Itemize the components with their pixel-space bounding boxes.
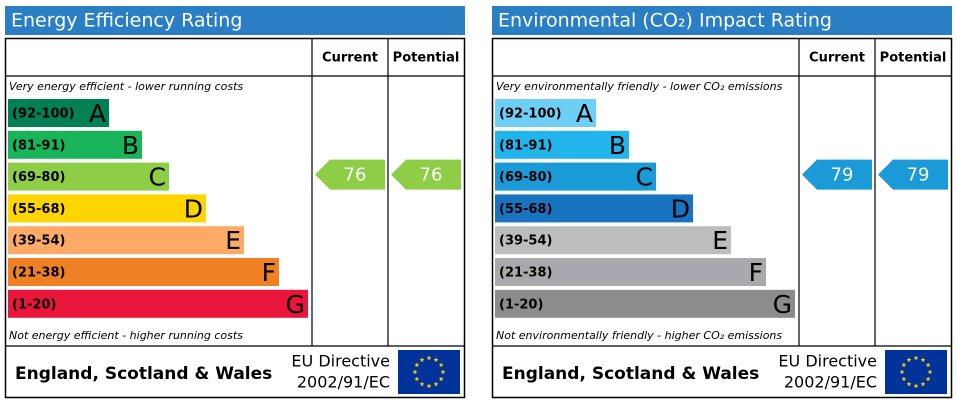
rating-band	[8, 194, 206, 223]
rating-value: 79	[831, 165, 854, 186]
eu-star	[419, 357, 425, 362]
title-bar	[492, 6, 952, 35]
bottom-note: Not environmentally friendly - higher CO…	[496, 329, 782, 342]
rating-band	[495, 194, 693, 223]
eu-star	[913, 383, 919, 389]
directive: EU Directive	[778, 352, 877, 371]
eu-star	[419, 381, 425, 387]
region: England, Scotland & Wales	[15, 364, 272, 384]
eu-star	[920, 381, 926, 387]
eu-star	[901, 362, 907, 368]
eu-star	[426, 383, 432, 389]
directive: 2002/91/EC	[784, 373, 877, 392]
column-header: Current	[322, 51, 378, 66]
band-range: (69-80)	[499, 170, 552, 185]
title-bar	[5, 6, 465, 35]
eu-star	[438, 376, 444, 382]
rating-band	[495, 226, 731, 255]
rating-band	[8, 226, 244, 255]
directive: 2002/91/EC	[297, 373, 390, 392]
rating-band	[8, 130, 142, 159]
eu-star	[920, 357, 926, 362]
panel-frame	[4, 37, 466, 399]
rating-band	[495, 258, 766, 286]
band-letter: D	[184, 194, 203, 223]
band-letter: B	[122, 131, 139, 160]
top-note: Very environmentally friendly - lower CO…	[496, 80, 783, 93]
bottom-note: Not energy efficient - higher running co…	[9, 329, 243, 342]
rating-arrow	[878, 159, 948, 190]
band-letter: A	[89, 99, 106, 128]
rating-band	[495, 162, 656, 191]
band-range: (1-20)	[499, 297, 543, 312]
rating-value: 76	[344, 165, 367, 186]
band-letter: F	[262, 258, 276, 287]
eu-star	[925, 362, 931, 368]
band-letter: E	[225, 226, 241, 255]
eu-star	[906, 381, 912, 387]
band-range: (81-91)	[12, 138, 65, 153]
rating-arrow	[802, 159, 872, 190]
column-header: Potential	[880, 51, 947, 66]
rating-band	[495, 99, 596, 127]
panel-title: Environmental (CO₂) Impact Rating	[498, 10, 832, 32]
column-header: Current	[809, 51, 865, 66]
rating-panel: Environmental (CO₂) Impact Rating Current…	[491, 6, 953, 399]
band-letter: C	[636, 163, 653, 192]
band-range: (39-54)	[499, 234, 552, 249]
band-range: (39-54)	[12, 234, 65, 249]
panel-title: Energy Efficiency Rating	[11, 10, 242, 32]
eu-star	[438, 362, 444, 368]
eu-star	[927, 369, 933, 375]
band-range: (55-68)	[499, 202, 552, 217]
band-range: (92-100)	[499, 107, 562, 122]
band-letter: E	[712, 226, 728, 255]
eu-star	[899, 369, 905, 375]
rating-band	[8, 258, 279, 286]
eu-star	[426, 355, 432, 361]
band-letter: D	[671, 194, 690, 223]
directive: EU Directive	[291, 352, 390, 371]
top-note: Very energy efficient - lower running co…	[9, 80, 243, 93]
rating-arrow	[315, 159, 385, 190]
band-letter: G	[773, 290, 792, 319]
rating-value: 79	[907, 165, 930, 186]
rating-value: 76	[420, 165, 443, 186]
eu-star	[433, 381, 439, 387]
rating-band	[8, 99, 109, 127]
eu-star	[412, 369, 418, 375]
band-letter: C	[149, 163, 166, 192]
band-range: (69-80)	[12, 170, 65, 185]
eu-star	[901, 376, 907, 382]
band-range: (21-38)	[499, 266, 552, 281]
eu-star	[414, 376, 420, 382]
eu-star	[925, 376, 931, 382]
band-range: (92-100)	[12, 107, 75, 122]
panel-frame	[491, 37, 953, 399]
band-letter: A	[576, 99, 593, 128]
band-range: (1-20)	[12, 297, 56, 312]
rating-panel: Energy Efficiency Rating Current Potential…	[4, 6, 466, 399]
eu-star	[913, 355, 919, 361]
rating-arrow	[391, 159, 461, 190]
band-range: (81-91)	[499, 138, 552, 153]
rating-band	[495, 289, 795, 318]
eu-star	[414, 362, 420, 368]
rating-band	[495, 130, 629, 159]
band-range: (55-68)	[12, 202, 65, 217]
region: England, Scotland & Wales	[502, 364, 759, 384]
band-letter: G	[286, 290, 305, 319]
column-header: Potential	[393, 51, 460, 66]
band-letter: B	[609, 131, 626, 160]
band-letter: F	[749, 258, 763, 287]
band-range: (21-38)	[12, 266, 65, 281]
eu-star	[906, 357, 912, 362]
eu-star	[433, 357, 439, 362]
rating-band	[8, 162, 169, 191]
eu-star	[440, 369, 446, 375]
rating-band	[8, 289, 308, 318]
